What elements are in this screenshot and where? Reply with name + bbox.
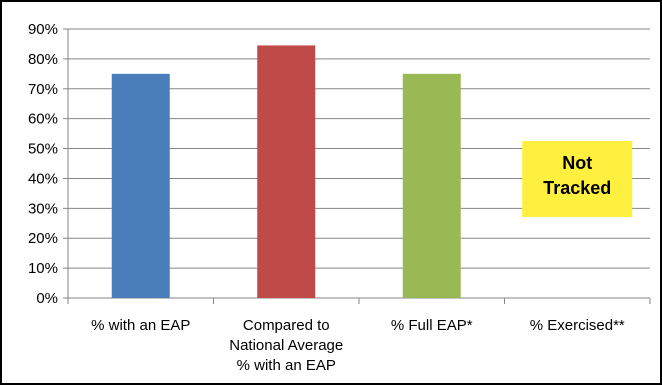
annotation-text: Tracked: [543, 178, 611, 198]
y-tick-label: 40%: [28, 170, 58, 187]
y-tick-label: 60%: [28, 111, 58, 128]
y-tick-label: 20%: [28, 230, 58, 247]
annotation-text: Not: [562, 153, 592, 173]
y-tick-label: 30%: [28, 200, 58, 217]
bar: [111, 73, 170, 298]
x-category-label: % with an EAP: [237, 357, 336, 374]
annotation-box: [522, 141, 633, 217]
y-tick-label: 0%: [36, 290, 58, 307]
x-category-label: Compared to: [243, 317, 330, 334]
bar: [257, 45, 316, 298]
y-tick-label: 10%: [28, 260, 58, 277]
x-category-label: % Full EAP*: [391, 317, 473, 334]
x-category-label: % with an EAP: [91, 317, 190, 334]
x-category-label: National Average: [229, 337, 343, 354]
bar: [402, 73, 461, 298]
y-tick-label: 80%: [28, 51, 58, 68]
y-tick-label: 50%: [28, 141, 58, 158]
y-tick-label: 90%: [28, 21, 58, 38]
x-category-label: % Exercised**: [530, 317, 625, 334]
y-tick-label: 70%: [28, 81, 58, 98]
